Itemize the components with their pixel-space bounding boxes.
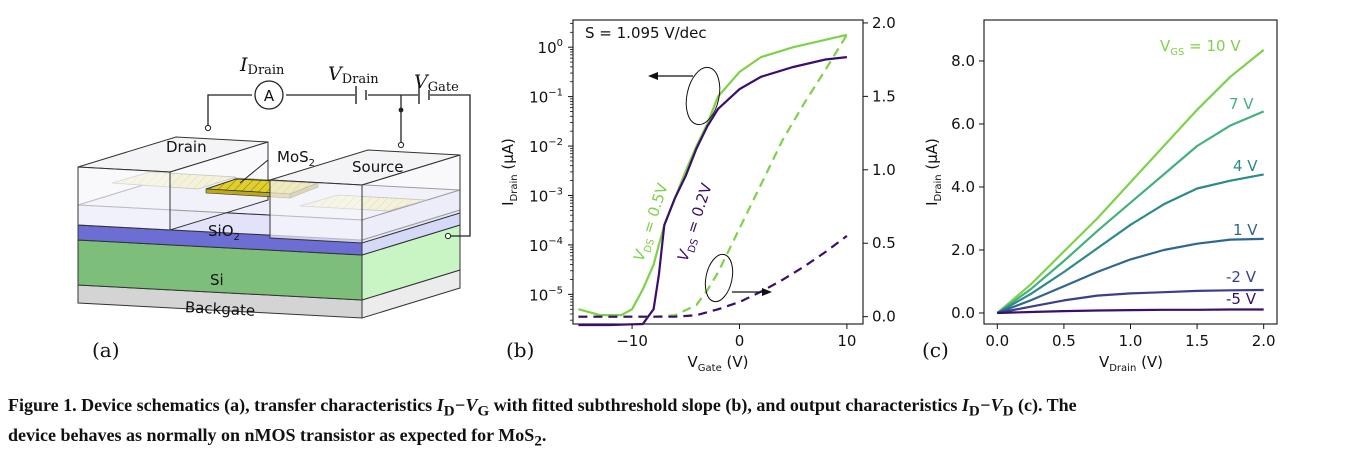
panel-b-ytick-right-label: 2.0	[872, 14, 896, 32]
backgate-label: Backgate	[185, 298, 256, 320]
mos2-label: MoS2	[277, 148, 315, 169]
figure-caption: Figure 1. Device schematics (a), transfe…	[8, 394, 1348, 453]
right-axis-arrowhead	[762, 288, 772, 296]
panel-b-ytick-left-label: 10−3	[529, 186, 563, 205]
source-node-dot	[398, 107, 404, 113]
source-label: Source	[352, 158, 404, 176]
panel-b-ytick-right-label: 1.0	[872, 161, 896, 179]
panel-b-series-0	[578, 33, 848, 317]
series-label-vds-02: VDS = 0.2V	[674, 180, 719, 264]
panel-b-ytick-left-label: 10−1	[529, 88, 563, 107]
panel-c-ytick-label: 4.0	[951, 178, 975, 196]
i-drain-label: IDrain	[239, 54, 285, 78]
wire-drain	[207, 94, 252, 128]
panel-c-series-4	[997, 288, 1264, 315]
panel-c-ytick-label: 6.0	[951, 115, 975, 133]
panel-b-annotation: S = 1.095 V/dec	[585, 24, 707, 42]
si-label: Si	[210, 271, 224, 289]
panel-b-series-3	[578, 235, 848, 318]
right-axis-marker-ellipse	[704, 253, 734, 303]
panel-c-xtick-label: 1.5	[1185, 332, 1209, 350]
panel-b-label: (b)	[506, 338, 534, 362]
panel-b-ylabel: IDrain (µA)	[499, 138, 520, 206]
mos2-leader-line	[239, 159, 269, 184]
left-axis-marker-ellipse	[685, 66, 721, 126]
panel-b-ytick-left-label: 10−5	[529, 285, 563, 304]
panel-c-xtick-label: 0.0	[985, 332, 1009, 350]
panel-c-ytick-label: 0.0	[951, 304, 975, 322]
wire-vgate-to-backgate	[430, 94, 471, 237]
panel-b-chart: −10 0 10 100 10−1 10−2 10−3 10−4 10−5 0.0 0.5 1.0…	[499, 14, 896, 374]
panel-a-label: (a)	[92, 338, 120, 362]
panel-b-series-2	[578, 34, 848, 318]
panel-b-ytick-right-label: 0.5	[872, 234, 896, 252]
drain-contact-dot	[204, 124, 212, 132]
panel-b-xtick-label: −10	[616, 332, 648, 350]
v-gate-label: VGate	[414, 71, 459, 95]
legend-vgs-10: VGS = 10 V	[1160, 37, 1241, 58]
panel-b-xtick-label: 0	[735, 332, 745, 350]
drain-label: Drain	[166, 138, 207, 156]
left-axis-arrowhead	[648, 72, 658, 80]
panel-b-series-1	[578, 56, 848, 327]
panel-c-ytick-label: 2.0	[951, 241, 975, 259]
backgate-contact-dot	[444, 232, 452, 240]
panel-b-xlabel: VGate (V)	[688, 353, 749, 374]
panel-c-label: (c)	[922, 338, 949, 362]
panel-c-series-3	[996, 237, 1264, 315]
panel-c-xlabel: VDrain (V)	[1099, 353, 1163, 374]
v-drain-label: VDrain	[328, 63, 379, 87]
panel-c-series-1	[996, 110, 1265, 314]
source-block-side	[361, 154, 461, 244]
panel-c-ytick-label: 8.0	[951, 52, 975, 70]
panel-c-series-5	[997, 308, 1264, 315]
panel-b-ytick-left-label: 10−4	[529, 236, 563, 255]
panel-b-ytick-right-label: 1.5	[872, 87, 896, 105]
caption-line-1: Figure 1. Device schematics (a), transfe…	[8, 395, 1077, 420]
drain-block-front	[77, 166, 171, 231]
panel-c-series-0	[996, 49, 1265, 314]
panel-b-xtick-label: 10	[837, 332, 856, 350]
sio2-label: SiO2	[208, 222, 240, 243]
caption-line-2: device behaves as normally on nMOS trans…	[8, 424, 547, 450]
panel-c-xtick-label: 1.0	[1119, 332, 1143, 350]
ammeter-symbol	[254, 80, 284, 110]
panel-b-frame	[572, 19, 864, 325]
source-block-front	[269, 179, 363, 244]
panel-a-schematic: A IDrain VDrain VGate Drain Source MoS2 …	[77, 54, 471, 362]
panel-c-series-2	[996, 173, 1264, 314]
figure: A IDrain VDrain VGate Drain Source MoS2 …	[77, 14, 1278, 374]
source-contact-dot	[397, 141, 405, 149]
series-label-vds-05: VDS = 0.5V	[630, 180, 675, 264]
panel-c-xtick-label: 2.0	[1252, 332, 1276, 350]
panel-b-ytick-left-label: 10−2	[529, 137, 563, 156]
ammeter-label: A	[264, 87, 275, 105]
panel-b-ytick-right-label: 0.0	[872, 308, 896, 326]
legend-vgs-m5: -5 V	[1226, 290, 1257, 308]
panel-b-ytick-left-label: 100	[538, 38, 563, 57]
legend-vgs-m2: -2 V	[1226, 268, 1257, 286]
panel-c-ylabel: IDrain (µA)	[923, 138, 944, 206]
legend-vgs-1: 1 V	[1233, 221, 1258, 239]
legend-vgs-7: 7 V	[1229, 95, 1254, 113]
legend-vgs-4: 4 V	[1233, 157, 1258, 175]
panel-c-xtick-label: 0.5	[1052, 332, 1076, 350]
panel-c-chart: 0.0 0.5 1.0 1.5 2.0 0.0 2.0 4.0 6.0 8.0 VGS = 10…	[922, 19, 1278, 374]
